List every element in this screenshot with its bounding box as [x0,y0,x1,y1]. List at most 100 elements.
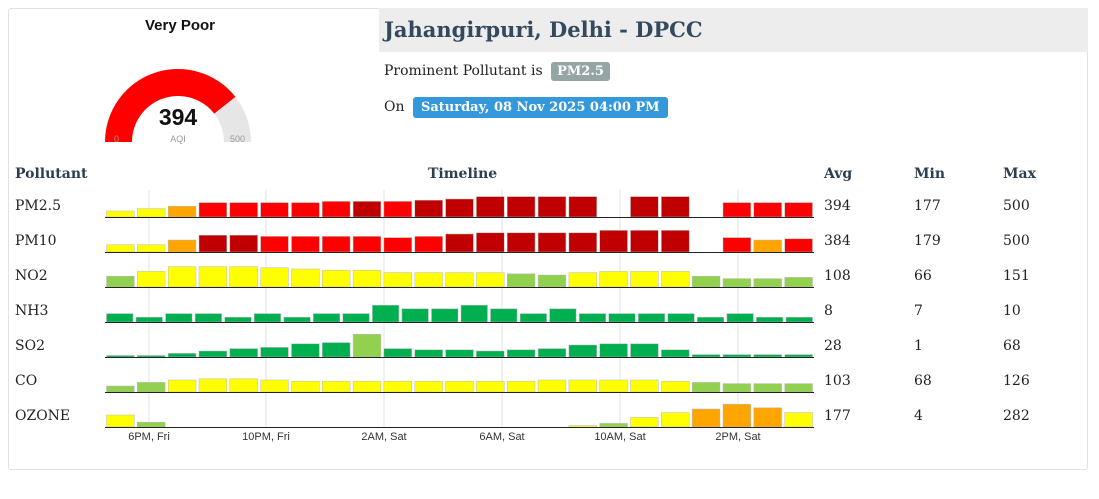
timeline-bar [691,408,721,428]
timeline-bar [260,202,289,218]
row-min-no2: 66 [914,268,932,284]
timeline-bar [784,354,813,358]
timeline-bar [506,273,536,288]
timeline-bar [431,308,459,323]
timeline-bar [414,199,443,218]
row-max-so2: 68 [1003,338,1021,354]
timeline-bar [630,343,659,358]
timeline-axis-label: 6PM, Fri [128,431,170,443]
timeline-bar [167,353,197,358]
timeline-bar [784,238,813,253]
row-max-pm10: 500 [1003,233,1030,249]
timeline-axis-label: 10PM, Fri [242,431,290,443]
timeline-bar [167,266,197,288]
row-min-so2: 1 [914,338,923,354]
row-max-co: 126 [1003,373,1030,389]
header-pollutant: Pollutant [15,166,88,182]
timeline-axis-label: 2AM, Sat [361,431,406,443]
timeline-bar [537,379,567,393]
timeline-bar [476,380,505,393]
aqi-gauge: Very Poor 394 AQI 0 500 [100,14,260,149]
timeline-bar [756,316,784,323]
timeline-bar [383,272,412,288]
timeline-axis-label: 2PM, Sat [715,431,760,443]
row-avg-pm10: 384 [824,233,851,249]
timeline-bar [784,277,813,288]
timeline-bar [506,196,536,218]
timeline-bar [260,267,289,288]
timeline-bar [414,349,443,358]
timeline-bar [537,348,567,358]
timeline-bar [229,378,258,393]
gauge-max: 500 [230,134,246,144]
timeline-bar [372,304,400,323]
timeline-bar [630,271,659,288]
timeline-bar [383,380,412,393]
row-min-pm10: 179 [914,233,941,249]
timeline-bar [549,308,577,323]
timeline-bar [630,417,659,428]
timeline-bar [445,380,474,393]
timeline-bar [476,232,505,253]
row-label-pm25: PM2.5 [15,198,62,214]
timeline-bar [753,278,782,288]
timeline-bar [137,244,166,253]
timeline-bar [291,268,320,288]
timestamp-row: On Saturday, 08 Nov 2025 04:00 PM [384,97,668,118]
timeline-bar [352,236,382,253]
timeline-bar [722,383,752,393]
timeline-bar [667,313,695,323]
timeline-bar [322,342,351,358]
timeline-bar [383,201,412,218]
prominent-badge: PM2.5 [551,62,610,81]
timeline-bar [198,234,228,253]
gauge-arc [105,69,251,142]
timeline-bar [445,272,474,288]
timeline-bar [383,237,412,253]
row-min-co: 68 [914,373,932,389]
timeline-bar [106,244,135,253]
timeline-bar [198,202,228,218]
row-label-pm10: PM10 [15,233,57,249]
timeline-bar [599,423,628,428]
timeline-bar [599,230,628,253]
timeline-bar [568,196,597,218]
timeline-bar [722,237,752,253]
timeline-bar [599,343,628,358]
row-min-pm25: 177 [914,198,941,214]
timeline-bar [537,274,567,288]
timeline-bar [167,379,197,393]
timeline-bar [260,379,289,393]
row-max-no2: 151 [1003,268,1030,284]
timeline-bar [322,201,351,218]
timeline-bar [106,313,134,323]
row-label-ozone: OZONE [15,408,71,424]
timeline-bar [401,308,429,323]
row-max-ozone: 282 [1003,408,1030,424]
timeline-bar [352,269,382,288]
header-timeline: Timeline [428,166,498,182]
timeline-bar [506,349,536,358]
row-avg-ozone: 177 [824,408,851,424]
timeline-bar [630,230,659,253]
row-min-nh3: 7 [914,303,923,319]
timeline-axis-label: 6AM, Sat [479,431,524,443]
timeline-bar [291,380,320,393]
timeline-bar [167,239,197,253]
timeline-bar [578,313,606,323]
timeline-bar [661,196,690,218]
header-max: Max [1003,166,1036,182]
timeline-bar [568,425,597,428]
row-avg-no2: 108 [824,268,851,284]
row-label-so2: SO2 [15,338,45,354]
row-label-no2: NO2 [15,268,48,284]
timeline-bar [697,316,725,323]
timeline-bar [753,202,782,218]
timeline-bar [198,350,228,358]
timeline-bar [599,379,628,393]
timeline-bar [342,313,370,323]
row-avg-pm25: 394 [824,198,851,214]
timeline-bar [608,313,636,323]
timeline-bar [476,196,505,218]
